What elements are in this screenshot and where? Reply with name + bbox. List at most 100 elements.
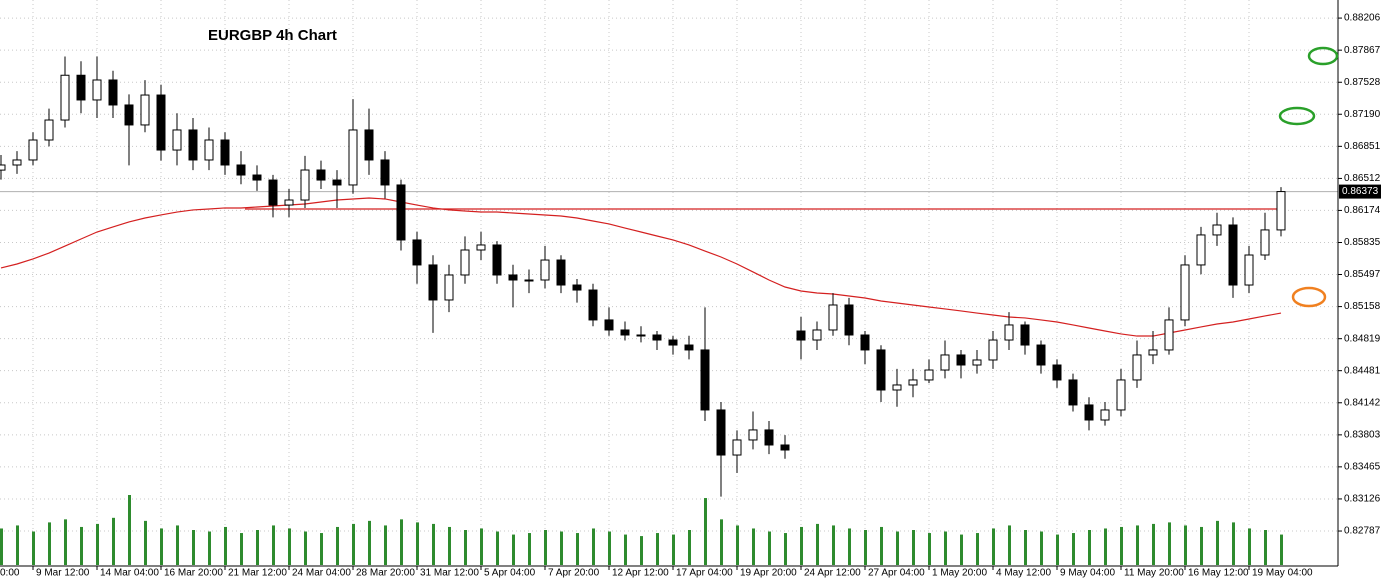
level-marker	[1307, 46, 1339, 66]
candle-body	[652, 334, 662, 341]
volume-bar	[880, 526, 883, 565]
candle-body	[764, 429, 774, 446]
volume-bar	[1152, 523, 1155, 565]
x-tick-label: 4 May 12:00	[996, 568, 1051, 579]
volume-bar	[752, 528, 755, 565]
volume-bar	[336, 526, 339, 565]
candle-body	[700, 349, 710, 411]
volume-bar	[192, 530, 195, 565]
x-tick-label: 12 Apr 12:00	[612, 568, 669, 579]
candle-body	[1020, 324, 1030, 346]
volume-bar	[240, 533, 243, 565]
volume-bar	[1024, 530, 1027, 565]
volume-bar	[112, 517, 115, 565]
candle-body	[572, 284, 582, 291]
candle-body	[1260, 229, 1270, 256]
candle-body	[748, 429, 758, 441]
candle-body	[508, 274, 518, 281]
candle-body	[92, 79, 102, 101]
y-tick-label: 0.84481	[1344, 365, 1381, 376]
volume-bar	[1264, 530, 1267, 565]
x-tick-label: 16 Mar 20:00	[164, 568, 223, 579]
candle-body	[124, 104, 134, 126]
volume-bar	[1168, 522, 1171, 565]
volume-bar	[368, 520, 371, 565]
candle-body	[1004, 324, 1014, 341]
candle-body	[1084, 404, 1094, 421]
level-marker	[1291, 286, 1327, 308]
volume-bar	[896, 531, 899, 565]
x-tick-label: 5 Apr 04:00	[484, 568, 536, 579]
x-tick-label: 28 Mar 20:00	[356, 568, 415, 579]
candle-body	[780, 444, 790, 451]
x-tick-label: 16 May 12:00	[1188, 568, 1249, 579]
candle-body	[412, 239, 422, 266]
volume-bar	[672, 534, 675, 565]
x-tick-label: 24 Apr 12:00	[804, 568, 861, 579]
y-tick-label: 0.84819	[1344, 333, 1381, 344]
candle-body	[908, 379, 918, 386]
volume-bar	[1072, 533, 1075, 565]
candle-body	[156, 94, 166, 151]
y-tick-label: 0.85158	[1344, 301, 1381, 312]
volume-bar	[976, 533, 979, 565]
candle-body	[1100, 409, 1110, 421]
volume-bar	[96, 523, 99, 565]
volume-bar	[640, 536, 643, 565]
candle-body	[796, 330, 806, 341]
x-tick-label: 17 Apr 04:00	[676, 568, 733, 579]
candle-body	[828, 304, 838, 331]
volume-bar	[1088, 530, 1091, 565]
volume-bar	[960, 534, 963, 565]
volume-bar	[768, 531, 771, 565]
candle-body	[332, 179, 342, 186]
volume-bar	[848, 528, 851, 565]
volume-bar	[64, 519, 67, 565]
candle-body	[428, 264, 438, 301]
volume-bar	[16, 525, 19, 565]
x-tick-label: 0:00	[0, 568, 20, 579]
volume-bar	[800, 526, 803, 565]
volume-bar	[1040, 531, 1043, 565]
volume-bar	[288, 528, 291, 565]
candle-body	[1180, 264, 1190, 321]
candle-body	[540, 259, 550, 281]
volume-bar	[864, 530, 867, 565]
volume-bar	[1232, 522, 1235, 565]
volume-bar	[528, 533, 531, 565]
candle-body	[1116, 379, 1126, 411]
volume-bar	[208, 531, 211, 565]
y-tick-label: 0.88206	[1344, 13, 1381, 24]
volume-bar	[944, 531, 947, 565]
x-tick-label: 9 May 04:00	[1060, 568, 1115, 579]
x-tick-label: 14 Mar 04:00	[100, 568, 159, 579]
candle-body	[668, 339, 678, 346]
volume-bar	[32, 531, 35, 565]
volume-bar	[784, 533, 787, 565]
candle-body	[476, 244, 486, 251]
volume-bar	[928, 533, 931, 565]
candle-body	[492, 244, 502, 276]
volume-bar	[912, 530, 915, 565]
y-tick-label: 0.83465	[1344, 461, 1381, 472]
volume-bar	[480, 528, 483, 565]
candle-body	[140, 94, 150, 126]
candle-body	[1132, 354, 1142, 381]
candle-body	[1196, 234, 1206, 266]
x-tick-label: 19 May 04:00	[1252, 568, 1313, 579]
y-tick-label: 0.85497	[1344, 269, 1381, 280]
candle-body	[1036, 344, 1046, 366]
last-price-box	[1339, 184, 1381, 199]
volume-bar	[1120, 526, 1123, 565]
candle-body	[556, 259, 566, 286]
y-tick-label: 0.87190	[1344, 109, 1381, 120]
volume-bar	[656, 533, 659, 565]
volume-bar	[400, 519, 403, 565]
y-tick-label: 0.85835	[1344, 237, 1381, 248]
marks: 0.86373	[0, 56, 1381, 565]
volume-bar	[1056, 534, 1059, 565]
candle-body	[860, 334, 870, 351]
